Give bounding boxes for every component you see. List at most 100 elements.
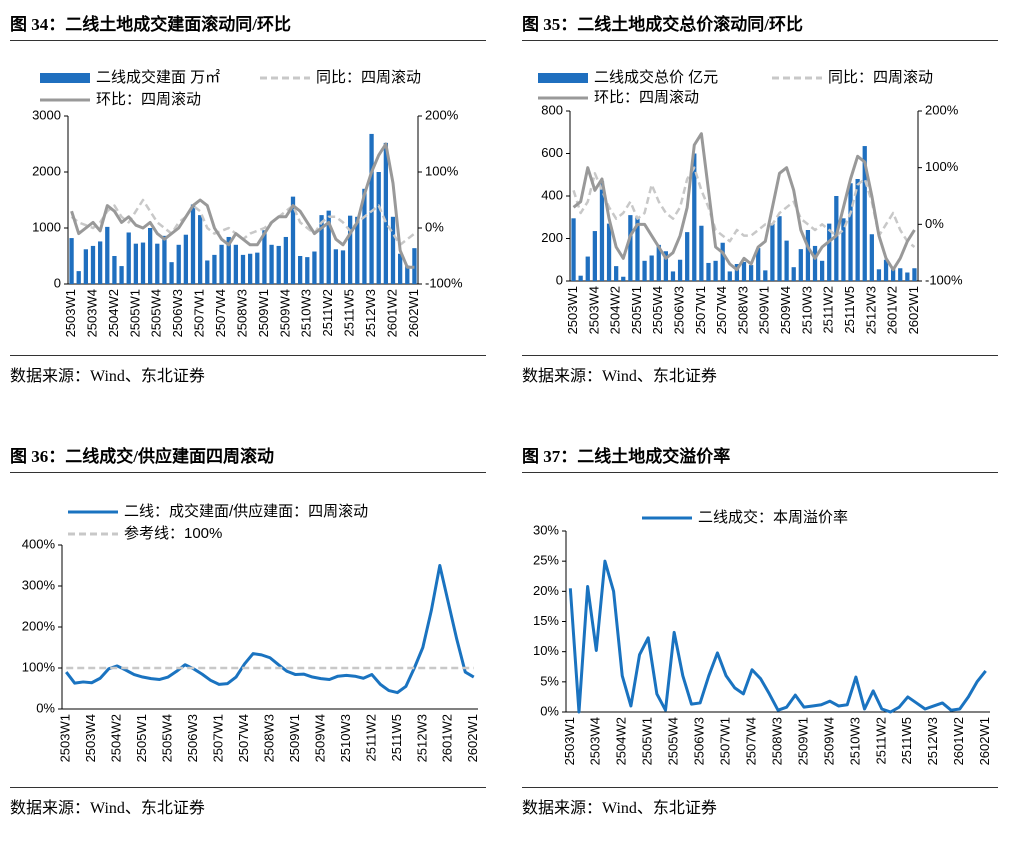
bar (76, 271, 81, 284)
bar (727, 271, 732, 281)
series-line (572, 166, 916, 248)
x-tick-label: 2509W1 (795, 717, 810, 765)
bar (677, 259, 683, 281)
x-tick-label: 2503W1 (63, 289, 78, 337)
bar (614, 266, 619, 281)
bar (405, 265, 410, 284)
bar (834, 196, 839, 281)
x-tick-label: 2505W1 (629, 286, 644, 334)
y-tick-label: 0 (556, 272, 563, 287)
bar (319, 215, 324, 284)
chart: 0 200 400 600 800 -100% 0% 100% 200% 2503W1 2503W4… (538, 68, 963, 334)
bar (212, 254, 217, 284)
bar (348, 215, 353, 284)
x-tick-label: 2602W1 (465, 714, 480, 762)
bar (326, 210, 331, 284)
bar (198, 215, 203, 284)
bar (819, 260, 825, 281)
x-tick-label: 2507W1 (192, 289, 207, 337)
bar (777, 216, 782, 281)
x-tick-label: 2505W4 (650, 286, 665, 334)
bar (290, 196, 296, 284)
legend-label: 环比：四周滚动 (96, 91, 201, 108)
chart: 0% 5% 10% 15% 20% 25% 30% 2503W1 2503W4 2504W2 250… (533, 508, 992, 765)
bar (262, 230, 267, 284)
bar (862, 146, 867, 281)
bar (841, 218, 846, 281)
bar (578, 275, 583, 281)
bar (140, 242, 146, 284)
x-tick-label: 2503W4 (586, 286, 601, 334)
x-tick-label: 2602W1 (977, 717, 992, 765)
bar (169, 262, 174, 284)
y-tick-label: 0% (36, 700, 55, 715)
bar (876, 269, 882, 281)
bar (635, 217, 640, 281)
bar (276, 245, 281, 284)
bar (827, 223, 832, 281)
panel: 图 34：二线土地成交建面滚动同/环比 0 1000 2000 3000 -100% 0%… (10, 10, 486, 390)
legend-label: 二线成交：本周溢价率 (698, 508, 848, 526)
x-tick-label: 2506W3 (170, 289, 185, 337)
x-tick-label: 2508W3 (261, 714, 276, 762)
bar (133, 243, 138, 284)
x-tick-label: 2503W4 (84, 289, 99, 337)
x-tick-label: 2511W5 (389, 714, 404, 761)
bar (383, 142, 388, 284)
y2-tick-label: -100% (425, 275, 463, 290)
bar (713, 260, 718, 281)
bar (390, 216, 396, 284)
x-tick-label: 2601W2 (384, 289, 399, 337)
bar (706, 262, 711, 281)
bar (255, 252, 260, 284)
y2-tick-label: 0% (925, 216, 944, 231)
bar (756, 248, 761, 281)
bar (340, 250, 346, 284)
bar (791, 267, 796, 281)
bar (305, 257, 310, 284)
x-tick-label: 2511W5 (842, 286, 857, 333)
x-tick-label: 2505W1 (127, 289, 142, 337)
legend-label: 参考线：100% (124, 525, 222, 542)
figure-title: 图 35：二线土地成交总价滚动同/环比 (522, 10, 998, 41)
x-tick-label: 2505W4 (666, 717, 681, 765)
bar (748, 265, 754, 281)
x-tick-label: 2509W4 (778, 286, 793, 334)
x-tick-label: 2511W2 (873, 717, 888, 764)
legend-label: 二线：成交建面/供应建面：四周滚动 (124, 502, 368, 520)
x-tick-label: 2508W3 (769, 717, 784, 765)
bar (98, 241, 103, 284)
bar (369, 133, 374, 284)
x-tick-label: 2511W2 (320, 289, 335, 336)
y-tick-label: 30% (533, 522, 559, 537)
y-tick-label: 10% (533, 643, 559, 658)
chart: 0 1000 2000 3000 -100% 0% 100% 200% 2503W1 2503W4… (32, 68, 463, 337)
bar (621, 276, 626, 281)
x-tick-label: 2503W4 (588, 717, 603, 765)
x-tick-label: 2512W3 (363, 289, 378, 337)
bar (190, 204, 196, 284)
bar (656, 244, 661, 281)
x-tick-label: 2511W2 (363, 714, 378, 761)
x-tick-label: 2507W1 (693, 286, 708, 334)
y-tick-label: 5% (540, 673, 559, 688)
bar (685, 232, 690, 281)
x-tick-label: 2507W1 (210, 714, 225, 762)
y-tick-label: 100% (22, 659, 56, 674)
bar (248, 253, 253, 284)
x-tick-label: 2507W4 (213, 289, 228, 337)
panel: 图 35：二线土地成交总价滚动同/环比 0 200 400 600 800 -100% 0%… (522, 10, 998, 390)
x-tick-label: 2505W4 (149, 289, 164, 337)
bar (763, 270, 768, 281)
x-tick-label: 2503W1 (58, 714, 73, 762)
bar (642, 260, 647, 281)
bar (355, 216, 360, 284)
x-tick-label: 2512W3 (925, 717, 940, 765)
series-line (568, 559, 987, 714)
bar (126, 232, 131, 284)
x-tick-label: 2510W3 (299, 289, 314, 337)
y-tick-label: 3000 (32, 107, 61, 122)
legend-swatch (538, 73, 588, 83)
bar (798, 249, 803, 281)
